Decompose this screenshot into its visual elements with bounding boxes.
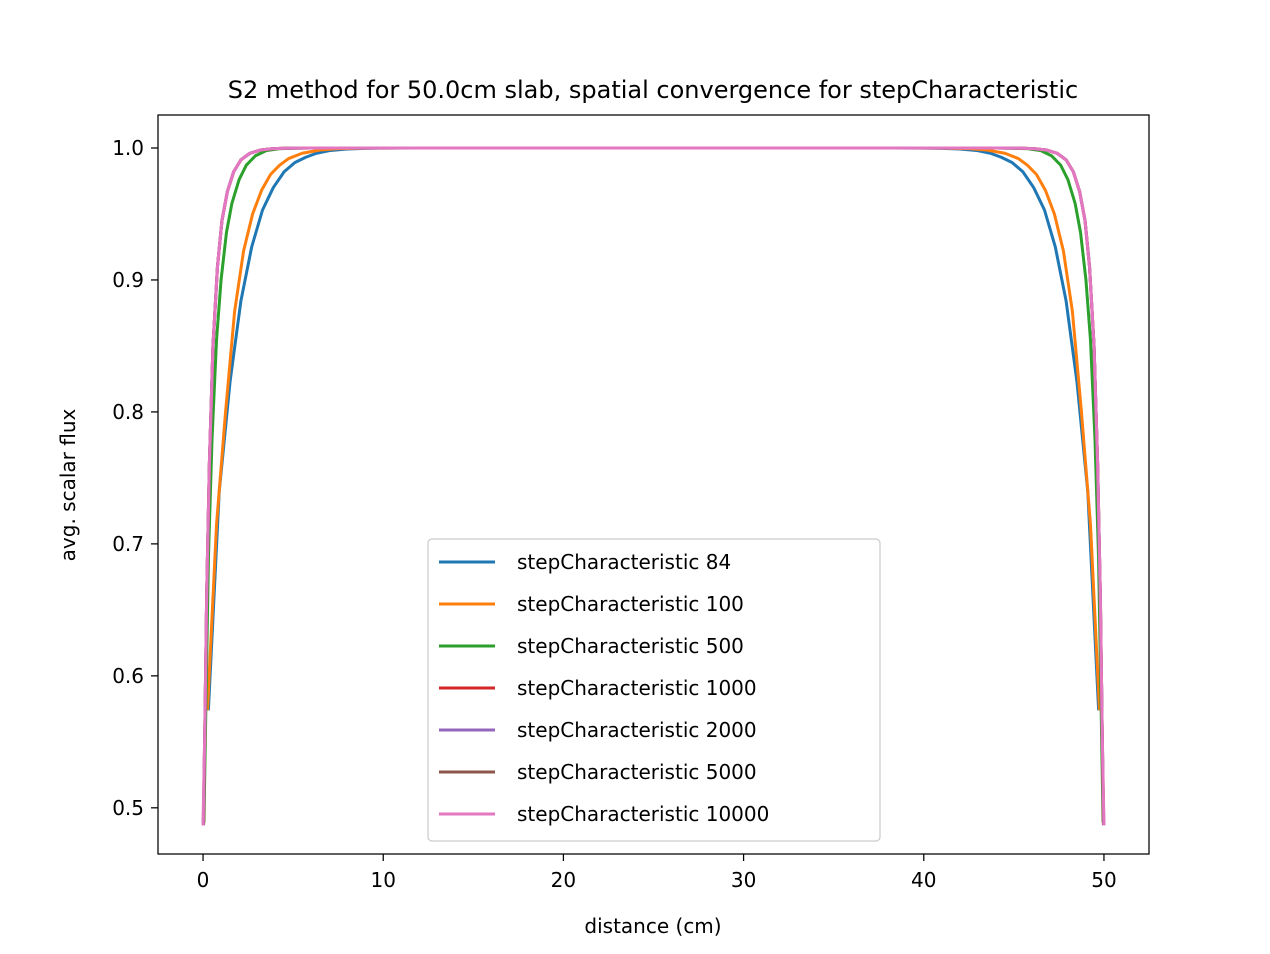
y-tick-label-3: 0.8 [112,400,144,424]
legend-frame [427,538,881,842]
x-tick-label-2: 20 [551,868,576,892]
legend-label-2: stepCharacteristic 500 [517,634,744,658]
x-tick-label-3: 30 [731,868,756,892]
y-tick-label-0: 0.5 [112,796,144,820]
x-tick-label-0: 0 [197,868,210,892]
chart-title: S2 method for 50.0cm slab, spatial conve… [228,76,1078,104]
legend-label-3: stepCharacteristic 1000 [517,676,757,700]
series-line-6 [201,146,1106,826]
x-tick-label-4: 40 [911,868,936,892]
legend-label-1: stepCharacteristic 100 [517,592,744,616]
y-tick-label-4: 0.9 [112,268,144,292]
y-axis-ticks: 0.5 0.6 0.7 0.8 0.9 1.0 [112,136,158,820]
y-tick-label-5: 1.0 [112,136,144,160]
legend-label-0: stepCharacteristic 84 [517,550,731,574]
legend-label-6: stepCharacteristic 10000 [517,802,769,826]
y-tick-label-1: 0.6 [112,664,144,688]
x-axis-title: distance (cm) [584,914,721,938]
legend-label-4: stepCharacteristic 2000 [517,718,757,742]
y-axis-title: avg. scalar flux [56,409,80,562]
series-lines [201,146,1106,826]
plot-area-frame [157,114,1150,855]
x-tick-label-1: 10 [371,868,396,892]
x-axis-ticks: 0 10 20 30 40 50 [197,854,1117,892]
legend: stepCharacteristic 84 stepCharacteristic … [427,538,881,842]
legend-label-5: stepCharacteristic 5000 [517,760,757,784]
y-tick-label-2: 0.7 [112,532,144,556]
x-tick-label-5: 50 [1091,868,1116,892]
